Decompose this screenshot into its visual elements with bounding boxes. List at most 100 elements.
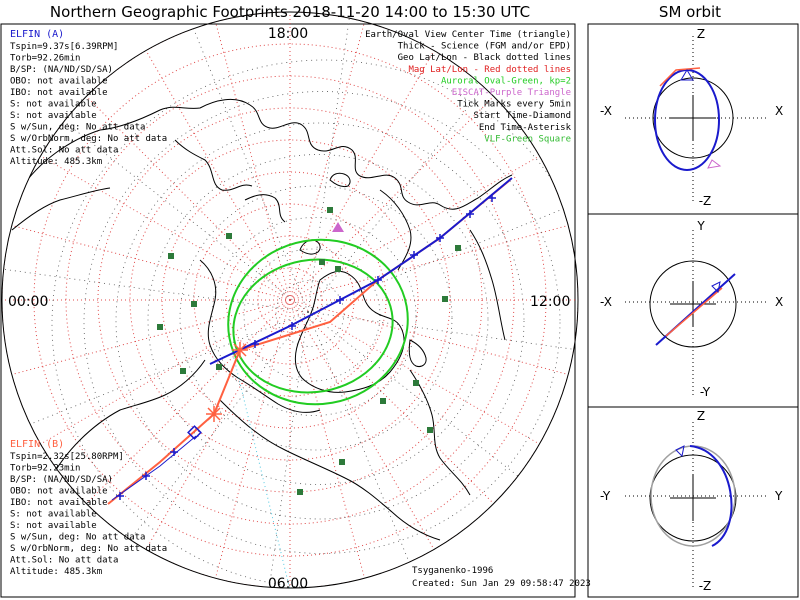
mag-grid	[2, 12, 578, 588]
elfin-b-info-line: B/SP: (NA/ND/SD/SA)	[10, 475, 113, 485]
geo-lon-line	[307, 195, 578, 313]
auroral-oval-outer	[227, 238, 409, 406]
created-label: Created: Sun Jan 29 09:58:47 2023	[412, 579, 591, 589]
geo-lon-line	[307, 311, 578, 356]
panel1-right-label: X	[775, 104, 783, 118]
eiscat-triangle	[332, 222, 344, 232]
vlf-station	[191, 301, 197, 307]
coastline-canada-arctic	[199, 259, 321, 413]
mag-lon-line	[289, 299, 578, 379]
auroral-oval-inner	[232, 258, 394, 394]
geo-lon-line	[264, 311, 309, 588]
sm-panel-xy: Y -X X -Y	[600, 219, 783, 399]
geo-lat-circle	[115, 122, 525, 520]
tick-mark	[436, 234, 444, 242]
elfin-a-info-line: S w/Sun, deg: No att data	[10, 123, 145, 133]
elfin-a-info-line: S w/OrbNorm, deg: No att data	[10, 134, 167, 144]
geo-lon-line	[63, 120, 309, 313]
geo-lat-circle	[211, 217, 417, 416]
mlt-label-top: 18:00	[268, 26, 308, 42]
panel1-orbit-a	[654, 69, 720, 171]
panel1-orbit-b	[659, 67, 701, 87]
legend-entry: Tick Marks every 5min	[457, 100, 571, 110]
geo-lat-circle	[147, 154, 489, 485]
mlt-label-left: 00:00	[8, 294, 48, 310]
panel3-bottom-label: -Z	[699, 579, 712, 593]
elfin-a-info-line: S: not available	[10, 111, 97, 121]
end-asterisk-b-2	[206, 406, 222, 422]
coastline-greenland	[294, 270, 405, 393]
elfin-b-info-line: S w/Sun, deg: No att data	[10, 533, 145, 543]
legend-entry: EISCAT-Purple Triangle	[452, 88, 571, 98]
coastline-svalbard	[299, 239, 321, 255]
elfin-b-info-line: S w/OrbNorm, deg: No att data	[10, 544, 167, 554]
panel3-top-label: Z	[697, 409, 705, 423]
start-diamond-a	[187, 425, 202, 440]
coastline-iceland	[408, 339, 427, 367]
panel3-left-label: -Y	[600, 489, 611, 503]
tick-mark	[170, 448, 178, 456]
panel3-view-triangle	[675, 445, 685, 458]
legend-entry: Auroral Oval-Green, kp=2	[441, 76, 571, 86]
legend-entry: Mag Lat/Lon - Red dotted lines	[408, 65, 571, 75]
elfin-b-track	[107, 179, 511, 505]
coastline-taimyr	[244, 194, 286, 223]
elfin-b-info-line: Tspin=2.32s[25.80RPM]	[10, 452, 124, 462]
geo-lon-line	[307, 12, 352, 313]
vlf-station	[216, 364, 222, 370]
geo-lon-line	[307, 311, 425, 588]
elfin-a-info: ELFIN (A) Tspin=9.37s[6.39RPM] Torb=92.26…	[10, 29, 167, 167]
panel1-view-triangle	[680, 69, 694, 81]
tick-mark	[410, 251, 418, 259]
vlf-station	[297, 489, 303, 495]
elfin-a-info-line: S: not available	[10, 100, 97, 110]
vlf-station	[157, 324, 163, 330]
panel2-bottom-label: -Y	[700, 385, 711, 399]
panel3-right-label: Y	[774, 489, 783, 503]
geo-lon-line	[2, 268, 309, 313]
tick-mark	[466, 210, 474, 218]
tick-mark	[336, 296, 344, 304]
mag-lon-line	[211, 12, 291, 301]
tick-mark	[288, 322, 296, 330]
vlf-station	[427, 427, 433, 433]
panel1-bottom-label: -Z	[699, 194, 712, 208]
sm-panel-yz: Z -Y Y -Z	[600, 409, 783, 593]
elfin-b-info-line: Altitude: 485.3km	[10, 567, 102, 577]
panel2-right-label: X	[775, 295, 783, 309]
panel2-earth	[649, 260, 737, 348]
coastline-novaya-zemlya	[329, 172, 351, 188]
elfin-b-info-line: Torb=92.23min	[10, 464, 80, 474]
elfin-a-info-line: B/SP: (NA/ND/SD/SA)	[10, 65, 113, 75]
mag-lon-line	[2, 221, 291, 301]
geo-lon-line	[20, 311, 309, 429]
mag-lon-line	[139, 39, 291, 301]
elfin-a-info-line: OBO: not available	[10, 77, 108, 87]
mag-lon-line	[289, 299, 441, 561]
elfin-a-info-line: Torb=92.26min	[10, 54, 80, 64]
geo-lat-circle	[83, 91, 561, 554]
coastline-north-america	[219, 399, 441, 541]
coastline-labrador	[409, 369, 471, 496]
vlf-station	[327, 207, 333, 213]
elfin-b-info-line: S: not available	[10, 521, 97, 531]
coastline-europe	[469, 229, 506, 341]
tick-marks	[116, 194, 496, 500]
coastline-scandinavia	[379, 189, 412, 271]
panel1-left-label: -X	[600, 104, 612, 118]
geo-lon-line	[191, 24, 309, 313]
elfin-b-info-line: IBO: not available	[10, 498, 108, 508]
auroral-oval	[227, 238, 409, 406]
legend-entry: End Time-Asterisk	[479, 123, 572, 133]
panel2-view-triangle	[711, 281, 721, 294]
panel3-earth	[649, 454, 737, 542]
mag-lon-line	[289, 12, 369, 301]
geo-lat-circle	[275, 280, 345, 347]
map-frame	[0, 23, 576, 598]
legend-entry: Start Time-Diamond	[473, 111, 571, 121]
mag-lon-line	[289, 299, 369, 588]
sm-panel-xz: Z -X X -Z	[600, 27, 783, 208]
tick-mark	[116, 492, 124, 500]
vlf-station	[180, 368, 186, 374]
